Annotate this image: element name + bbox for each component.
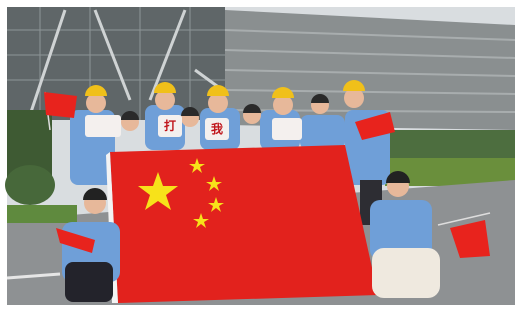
scene: 打 我 <box>5 7 515 305</box>
page: 打 我 (() => { const data = JSON. <box>0 0 522 313</box>
photo: 打 我 <box>0 0 522 313</box>
sign-text: 打 <box>164 118 176 133</box>
sign-text: 我 <box>211 121 223 136</box>
flag <box>110 145 378 303</box>
